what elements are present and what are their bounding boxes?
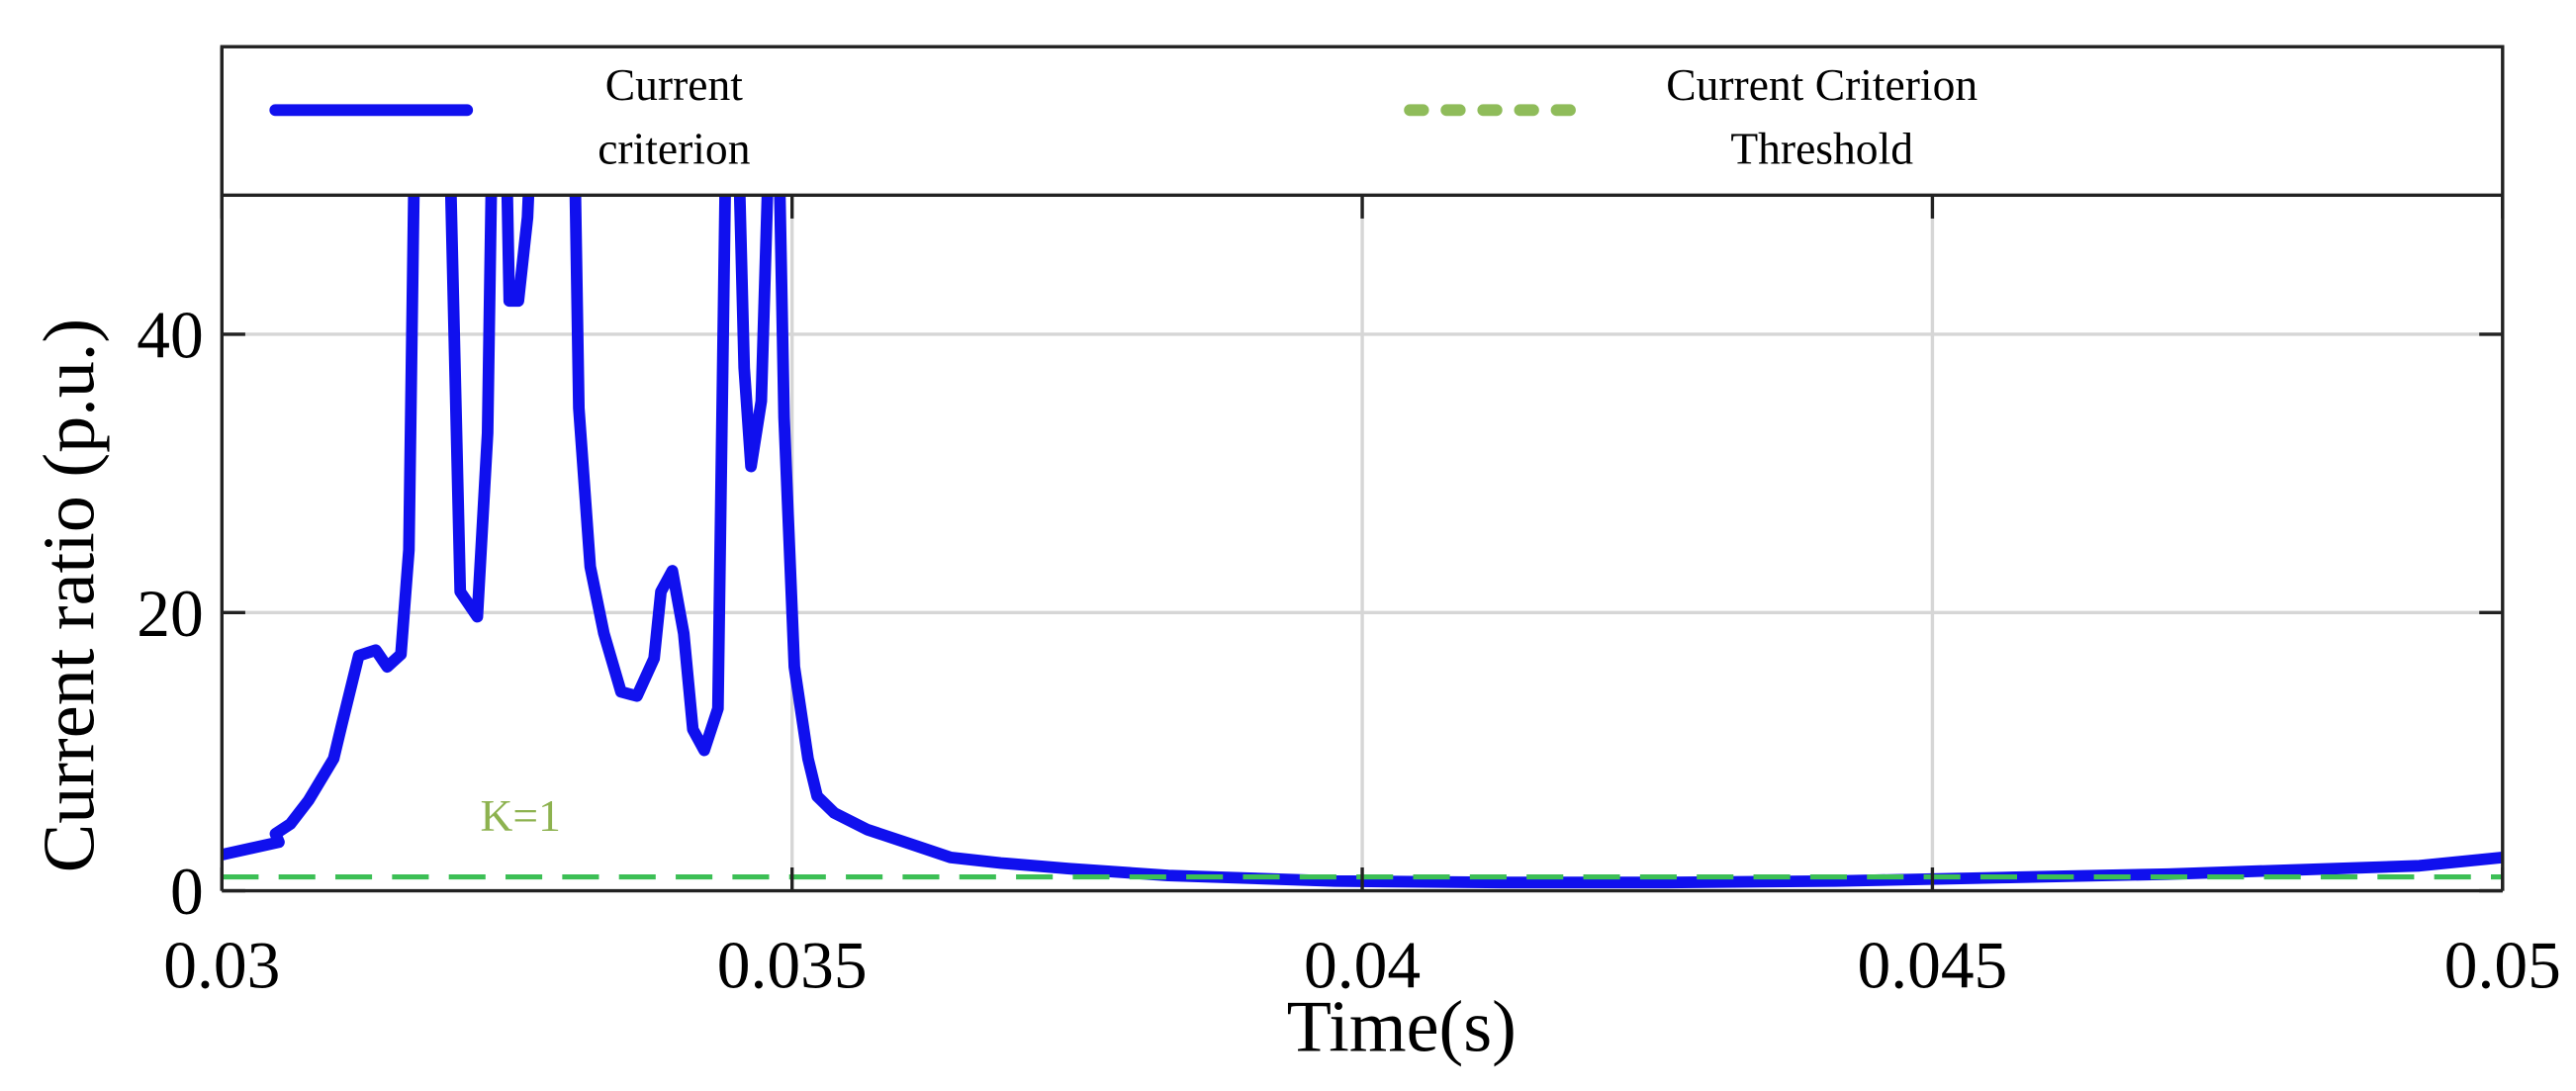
x-tick-label: 0.04 bbox=[1304, 928, 1421, 1002]
x-tick-label: 0.03 bbox=[163, 928, 280, 1002]
data-line bbox=[222, 195, 2503, 889]
legend-label: Current Criterion Threshold bbox=[1666, 59, 1978, 174]
ticks: 0.03 0.035 0.04 0.045 0.05 0 20 40 bbox=[137, 195, 2561, 1002]
x-axis-label: Time(s) bbox=[1287, 987, 1517, 1068]
y-tick-label: 40 bbox=[137, 299, 203, 373]
x-tick-label: 0.045 bbox=[1858, 928, 2008, 1002]
x-tick-label: 0.035 bbox=[717, 928, 868, 1002]
legend-entry: Current criterion bbox=[598, 59, 751, 174]
y-tick-label: 20 bbox=[137, 577, 203, 651]
legend-entry: Current Criterion Threshold bbox=[1666, 59, 1978, 174]
y-axis-label: Current ratio (p.u.) bbox=[29, 318, 110, 872]
legend: Current criterion Current Criterion Thres… bbox=[269, 59, 1978, 174]
y-tick-label: 0 bbox=[170, 855, 204, 929]
annotation: K=1 bbox=[481, 790, 561, 841]
grid bbox=[222, 195, 2503, 891]
x-tick-label: 0.05 bbox=[2444, 928, 2561, 1002]
legend-label: Current criterion bbox=[598, 59, 751, 174]
